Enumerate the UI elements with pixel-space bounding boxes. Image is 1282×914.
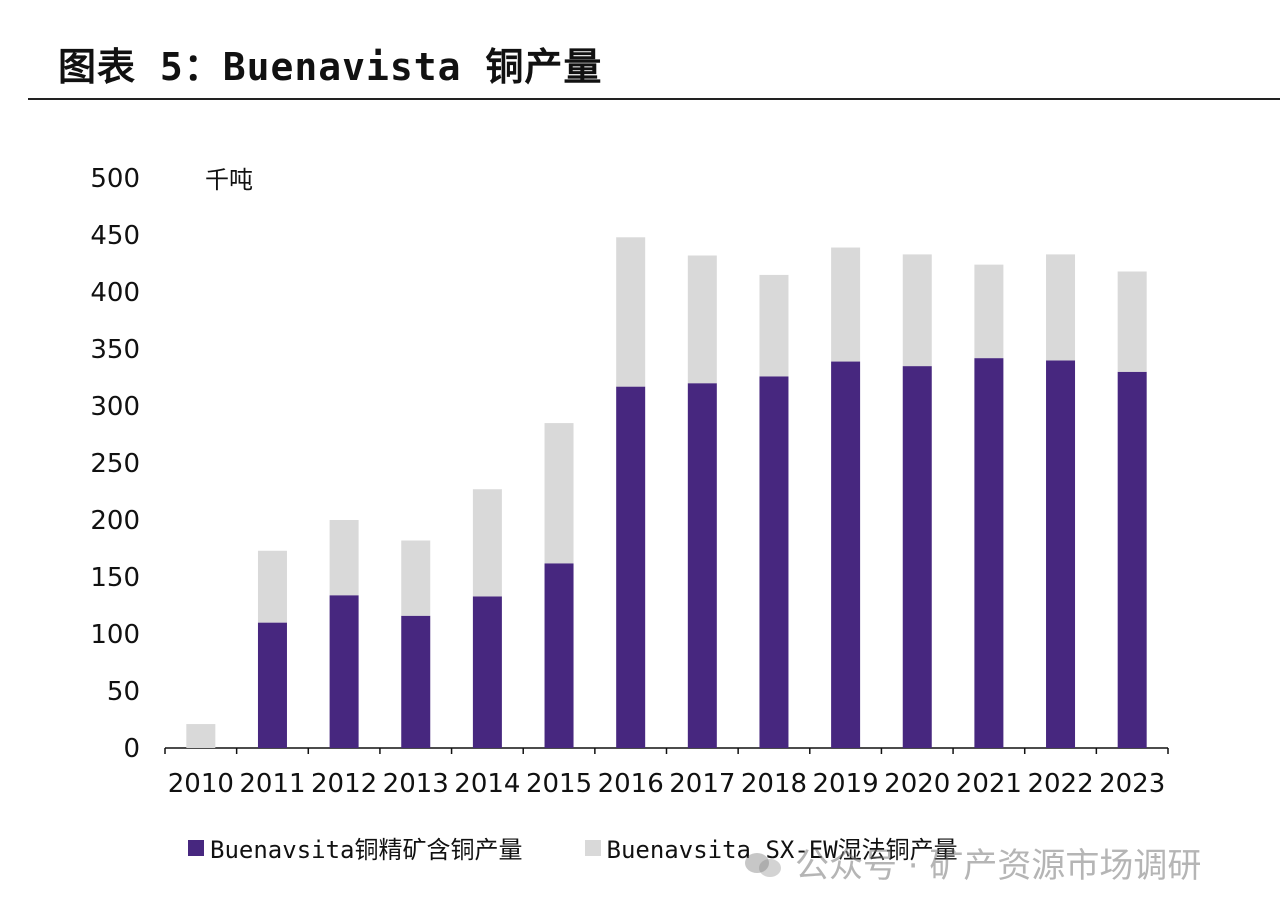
watermark-text: 公众号 · 矿产资源市场调研 — [795, 846, 1202, 886]
legend-item-concentrate: Buenavsita铜精矿含铜产量 — [188, 830, 523, 865]
x-tick-label: 2021 — [956, 769, 1022, 799]
bar-concentrate — [616, 386, 646, 748]
bar-concentrate — [472, 596, 502, 748]
bar-concentrate — [759, 376, 789, 748]
y-tick-label: 250 — [90, 449, 140, 479]
legend-label-sxew: Buenavsita SX-EW湿法铜产量 — [606, 836, 958, 864]
x-tick-label: 2010 — [168, 769, 234, 799]
bar-sxew — [759, 274, 789, 377]
y-tick-label: 0 — [123, 734, 140, 764]
bar-concentrate — [1117, 371, 1147, 748]
bar-concentrate — [544, 563, 574, 748]
y-tick-label: 300 — [90, 392, 140, 422]
y-tick-label: 100 — [90, 620, 140, 650]
bar-sxew — [616, 237, 646, 387]
legend-label-concentrate: Buenavsita铜精矿含铜产量 — [210, 836, 523, 864]
bar-sxew — [329, 520, 359, 596]
bar-sxew — [186, 724, 216, 748]
x-tick-label: 2013 — [383, 769, 449, 799]
y-unit-label: 千吨 — [205, 166, 253, 194]
x-tick-label: 2016 — [598, 769, 664, 799]
x-tick-label: 2019 — [813, 769, 879, 799]
legend: Buenavsita铜精矿含铜产量 Buenavsita SX-EW湿法铜产量 — [188, 830, 1020, 865]
x-tick-label: 2011 — [239, 769, 305, 799]
watermark: 公众号 · 矿产资源市场调研 — [745, 838, 1201, 887]
y-tick-label: 200 — [90, 506, 140, 536]
bar-concentrate — [257, 622, 287, 748]
title-rule — [28, 98, 1280, 100]
x-tick-label: 2014 — [454, 769, 520, 799]
legend-swatch-sxew — [584, 839, 601, 856]
bar-concentrate — [1046, 360, 1076, 748]
y-tick-label: 350 — [90, 335, 140, 365]
bar-concentrate — [974, 358, 1004, 748]
bar-sxew — [902, 254, 932, 367]
legend-swatch-concentrate — [188, 839, 204, 856]
y-tick-label: 500 — [90, 164, 140, 194]
wechat-icon — [745, 849, 785, 877]
y-tick-label: 150 — [90, 563, 140, 593]
bar-sxew — [472, 489, 502, 597]
x-tick-label: 2020 — [884, 769, 950, 799]
bar-sxew — [1046, 254, 1076, 361]
bar-concentrate — [329, 595, 359, 748]
y-tick-label: 400 — [90, 278, 140, 308]
x-tick-label: 2018 — [741, 769, 807, 799]
y-tick-label: 450 — [90, 221, 140, 251]
bar-concentrate — [401, 615, 431, 748]
chart-title: 图表 5：Buenavista 铜产量 — [58, 45, 603, 89]
bar-sxew — [257, 550, 287, 623]
x-tick-label: 2012 — [311, 769, 377, 799]
bar-concentrate — [687, 383, 717, 748]
bar-sxew — [831, 247, 861, 362]
bar-sxew — [401, 540, 431, 616]
x-tick-label: 2017 — [669, 769, 735, 799]
legend-item-sxew: Buenavsita SX-EW湿法铜产量 — [584, 830, 958, 865]
bar-sxew — [974, 264, 1004, 359]
bar-concentrate — [831, 361, 861, 748]
x-tick-label: 2022 — [1027, 769, 1093, 799]
bar-concentrate — [902, 366, 932, 748]
x-tick-label: 2023 — [1099, 769, 1165, 799]
bar-sxew — [544, 423, 574, 564]
bar-sxew — [1117, 271, 1147, 372]
bar-sxew — [687, 255, 717, 384]
y-tick-label: 50 — [107, 677, 140, 707]
x-tick-label: 2015 — [526, 769, 592, 799]
